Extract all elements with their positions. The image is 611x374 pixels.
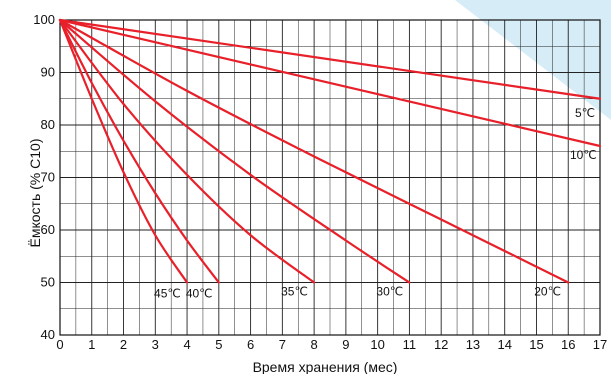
x-tick-label: 14	[497, 337, 511, 352]
series-line	[58, 18, 602, 148]
series-label: 5℃	[575, 106, 595, 120]
series-label: 30℃	[376, 285, 403, 299]
grid	[59, 19, 601, 336]
series-line	[58, 18, 411, 284]
series-label: 20℃	[534, 285, 561, 299]
y-tick-label: 50	[41, 275, 55, 290]
series-labels: 5℃ 10℃ 20℃ 30℃ 35℃ 40℃ 45℃	[154, 106, 597, 301]
x-tick-label: 5	[215, 337, 222, 352]
x-tick-label: 12	[434, 337, 448, 352]
x-tick-label: 8	[311, 337, 318, 352]
x-tick-label: 10	[370, 337, 384, 352]
x-tick-label: 1	[88, 337, 95, 352]
plot-frame	[59, 19, 601, 336]
y-tick-label: 60	[41, 222, 55, 237]
series-line	[58, 18, 570, 284]
x-tick-label: 6	[247, 337, 254, 352]
x-tick-label: 7	[279, 337, 286, 352]
series-label: 35℃	[281, 285, 308, 299]
x-tick-label: 0	[56, 337, 63, 352]
series-label: 10℃	[570, 148, 597, 162]
y-tick-label: 70	[41, 170, 55, 185]
x-tick-label: 2	[120, 337, 127, 352]
series-line	[58, 18, 189, 284]
series-line	[58, 18, 602, 100]
series-line	[58, 18, 220, 284]
y-tick-label: 90	[41, 65, 55, 80]
y-tick-label: 100	[33, 12, 55, 27]
x-tick-label: 13	[466, 337, 480, 352]
x-tick-label: 11	[403, 337, 417, 352]
x-tick-label: 16	[561, 337, 575, 352]
decorative-corner-band	[455, 0, 611, 120]
y-tick-label: 80	[41, 117, 55, 132]
x-tick-label: 3	[152, 337, 159, 352]
x-tick-label: 9	[342, 337, 349, 352]
series-label: 40℃	[186, 287, 213, 301]
series-lines	[58, 18, 602, 284]
y-tick-label: 40	[41, 327, 55, 342]
x-tick-label: 4	[183, 337, 190, 352]
x-tick-label: 15	[529, 337, 543, 352]
x-axis-title: Время хранения (мес)	[253, 359, 398, 374]
series-label: 45℃	[154, 287, 181, 301]
x-tick-label: 17	[593, 337, 607, 352]
y-axis-title: Ёмкость (% C10)	[27, 139, 43, 248]
tick-labels: 0 1 2 3 4 5 6 7 8 9 10 11 12 13 14 15 16 1740506070809010…	[33, 12, 607, 352]
series-line	[58, 18, 316, 284]
